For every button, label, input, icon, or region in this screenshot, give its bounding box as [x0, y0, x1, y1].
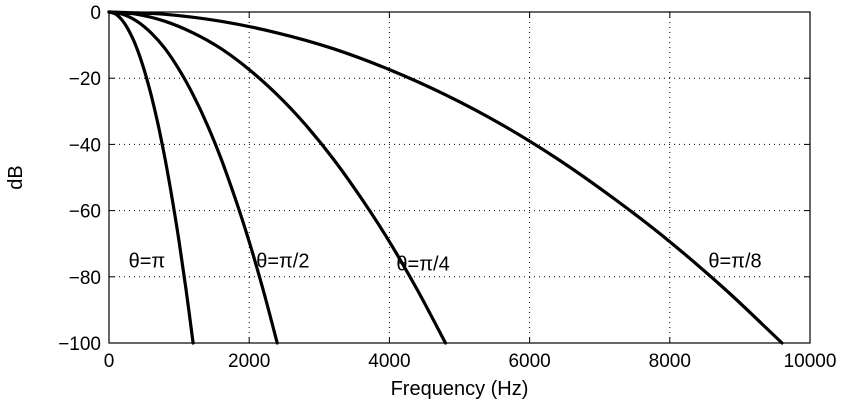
y-tick-label: −80	[69, 268, 101, 289]
y-tick-label: −40	[69, 135, 101, 156]
series-label-2: θ=π/2	[256, 250, 309, 272]
series-line-3	[107, 10, 448, 345]
series-line-2	[107, 10, 279, 345]
series-line-1	[107, 10, 195, 345]
series-line-4	[107, 10, 784, 345]
series-label-3: θ=π/4	[396, 254, 449, 276]
y-axis-tick-labels: 0 −20 −40 −60 −80 −100	[58, 3, 101, 355]
x-tick-label: 0	[104, 351, 115, 372]
series-label-4: θ=π/8	[708, 250, 761, 272]
series-labels: θ=π θ=π/2 θ=π/4 θ=π/8	[129, 250, 762, 275]
x-axis-title: Frequency (Hz)	[391, 378, 529, 400]
series-label-1: θ=π	[129, 250, 166, 272]
axes-frame	[108, 11, 811, 344]
x-tick-label: 8000	[649, 351, 691, 372]
axis-ticks	[108, 11, 811, 344]
x-axis-tick-labels: 0 2000 4000 6000 8000 10000	[104, 351, 837, 372]
x-tick-label: 6000	[508, 351, 550, 372]
grid	[109, 12, 810, 343]
plot-area	[107, 10, 784, 345]
y-tick-label: −100	[58, 334, 101, 355]
y-tick-label: −60	[69, 202, 101, 223]
x-tick-label: 2000	[228, 351, 270, 372]
y-tick-label: 0	[90, 3, 101, 24]
x-tick-label: 4000	[368, 351, 410, 372]
x-tick-label: 10000	[784, 351, 837, 372]
y-axis-title: dB	[5, 165, 27, 189]
y-tick-label: −20	[69, 69, 101, 90]
